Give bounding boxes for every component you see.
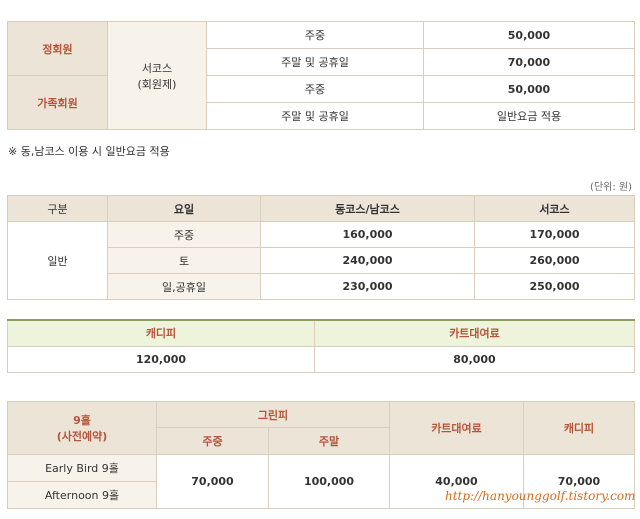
price-cell: 50,000	[423, 21, 635, 49]
day-cell: 일,공휴일	[107, 273, 261, 300]
weekend-value: 100,000	[268, 454, 390, 509]
header-caddie: 캐디피	[523, 401, 635, 455]
header-west: 서코스	[474, 195, 635, 222]
header-east-south: 동코스/남코스	[260, 195, 475, 222]
header-green-fee: 그린피	[156, 401, 390, 428]
member-fee-table: 정회원 서코스 (회원제) 주중 50,000 주말 및 공휴일 70,000 …	[7, 21, 635, 130]
day-cell: 주말 및 공휴일	[206, 102, 424, 130]
price-cell: 230,000	[260, 273, 475, 300]
header-category: 구분	[7, 195, 108, 222]
header-day: 요일	[107, 195, 261, 222]
watermark: http://hanyounggolf.tistory.com	[445, 489, 636, 503]
price-cell: 70,000	[423, 48, 635, 76]
cart-value: 40,000	[389, 454, 524, 509]
header-cart: 카트대여료	[389, 401, 524, 455]
price-cell: 240,000	[260, 247, 475, 274]
day-cell: 주중	[206, 75, 424, 103]
price-cell: 250,000	[474, 273, 635, 300]
nine-hole-label: 9홀	[73, 414, 91, 427]
caddie-value: 70,000	[523, 454, 635, 509]
weekday-value: 70,000	[156, 454, 269, 509]
category-general: 일반	[7, 221, 108, 300]
nine-hole-title: 9홀 (사전예약)	[7, 401, 157, 455]
course-sub: (회원제)	[137, 77, 177, 91]
cart-value: 80,000	[314, 345, 635, 373]
header-cart: 카트대여료	[314, 319, 635, 347]
afternoon-label: Afternoon 9홀	[7, 481, 157, 509]
day-cell: 주중	[107, 221, 261, 248]
day-cell: 주중	[206, 21, 424, 49]
course-name: 서코스	[141, 61, 173, 75]
course-note: ※ 동,남코스 이용 시 일반요금 적용	[8, 145, 170, 158]
day-cell: 주말 및 공휴일	[206, 48, 424, 76]
west-course-cell: 서코스 (회원제)	[107, 21, 207, 130]
price-cell: 160,000	[260, 221, 475, 248]
day-cell: 토	[107, 247, 261, 274]
header-weekend: 주말	[268, 427, 390, 455]
price-cell: 일반요금 적용	[423, 102, 635, 130]
general-fee-table: 구분 요일 동코스/남코스 서코스 일반 주중 160,000 170,000 …	[7, 195, 635, 300]
price-cell: 260,000	[474, 247, 635, 274]
nine-hole-table: 9홀 (사전예약) 그린피 카트대여료 캐디피 주중 주말 Early Bird…	[7, 401, 635, 509]
nine-hole-sub: (사전예약)	[56, 430, 108, 443]
header-weekday: 주중	[156, 427, 269, 455]
header-caddie: 캐디피	[7, 319, 315, 347]
regular-member-label: 정회원	[7, 21, 108, 76]
early-bird-label: Early Bird 9홀	[7, 454, 157, 482]
caddie-cart-table: 캐디피 카트대여료 120,000 80,000	[7, 319, 635, 373]
unit-label: (단위: 원)	[590, 182, 632, 193]
family-member-label: 가족회원	[7, 75, 108, 130]
caddie-value: 120,000	[7, 345, 315, 373]
price-cell: 170,000	[474, 221, 635, 248]
price-cell: 50,000	[423, 75, 635, 103]
